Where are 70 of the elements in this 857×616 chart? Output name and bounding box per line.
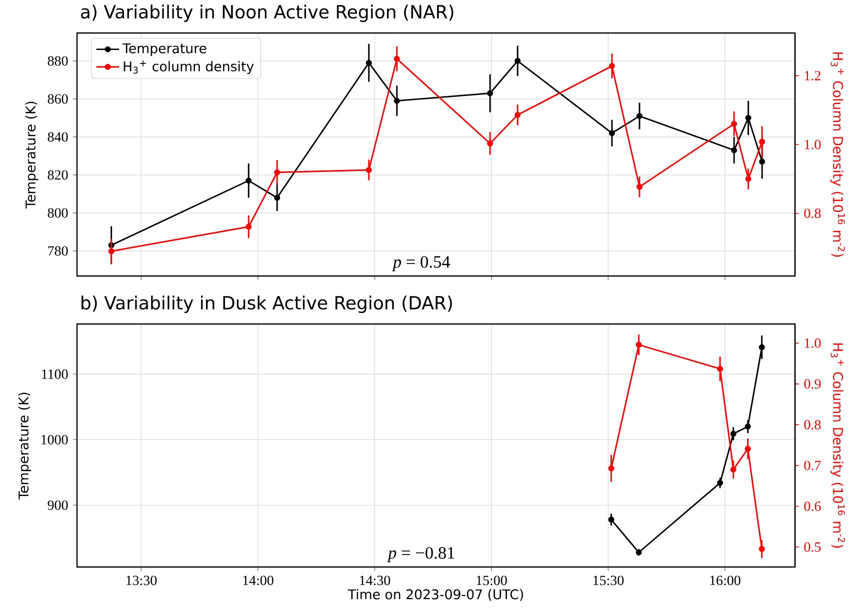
point <box>759 138 766 145</box>
y2-axis-title: H$_{3}$$^{+}$ Column Density (10$^{16}$ m$^{-2}$) <box>830 343 845 548</box>
annotation: p = 0.54 <box>392 256 450 272</box>
y2-tick-label: 0.7 <box>804 460 821 470</box>
point <box>636 113 642 120</box>
point <box>636 184 642 190</box>
point <box>608 130 615 136</box>
y2-tick-label: 1.2 <box>804 70 820 80</box>
point <box>745 114 752 121</box>
x-tick-label: 16:00 <box>710 576 740 586</box>
y2-tick-label: 0.5 <box>804 542 821 552</box>
point <box>487 140 494 146</box>
point <box>731 147 738 154</box>
x-tick-label: 15:30 <box>593 576 624 586</box>
y2-tick-label: 0.8 <box>804 420 821 430</box>
point <box>758 344 765 350</box>
point <box>487 90 494 96</box>
point <box>608 516 614 523</box>
point <box>745 176 752 182</box>
y-tick-label: 800 <box>48 208 68 218</box>
y2-tick-label: 1.0 <box>804 140 821 150</box>
point <box>394 98 400 104</box>
point <box>366 166 372 173</box>
y2-axis-title: H$_{3}$$^{+}$ Column Density (10$^{16}$ m$^{-2}$) <box>830 52 845 257</box>
y-tick-label: 900 <box>48 500 68 510</box>
point <box>744 446 751 452</box>
point <box>246 178 252 184</box>
chart-title: b) Variability in Dusk Active Region (DAR) <box>82 296 452 314</box>
point <box>758 546 765 552</box>
point <box>636 342 642 348</box>
x-tick-label: 15:00 <box>476 576 507 586</box>
point <box>246 224 252 230</box>
y-tick-label: 780 <box>48 246 68 256</box>
point <box>514 58 521 64</box>
y2-tick-label: 1.0 <box>804 338 821 348</box>
y-tick-label: 840 <box>48 132 68 142</box>
chart-title: a) Variability in Noon Active Region (NAR) <box>81 4 454 22</box>
point <box>514 112 521 118</box>
y-tick-label: 1100 <box>42 369 68 379</box>
point <box>394 56 400 62</box>
y2-tick-label: 0.8 <box>804 208 821 218</box>
y2-tick-label: 0.6 <box>804 501 821 511</box>
x-tick-label: 13:30 <box>126 576 157 586</box>
y-tick-label: 860 <box>48 94 68 104</box>
legend-label: Temperature <box>122 43 206 56</box>
legend-label: H$_{3}$$^{+}$ column density <box>124 60 254 74</box>
point <box>636 549 642 556</box>
point <box>731 120 738 127</box>
y-axis-title: Temperature (K) <box>25 102 38 208</box>
point <box>717 366 724 372</box>
x-tick-label: 14:30 <box>360 576 390 586</box>
y-axis-title: Temperature (K) <box>18 392 32 500</box>
y-tick-label: 880 <box>48 56 68 66</box>
point <box>274 169 280 176</box>
point <box>717 480 724 486</box>
point <box>744 424 751 430</box>
point <box>759 158 766 165</box>
y-tick-label: 1000 <box>42 434 68 444</box>
point <box>366 60 372 66</box>
point <box>608 63 615 70</box>
y-tick-label: 820 <box>48 170 68 180</box>
x-axis-title: Time on 2023-09-07 (UTC) <box>348 589 523 601</box>
point <box>730 430 736 437</box>
annotation: p = −0.81 <box>387 547 454 562</box>
y2-tick-label: 0.9 <box>804 379 821 389</box>
point <box>274 194 280 201</box>
x-tick-label: 14:00 <box>243 576 274 586</box>
point <box>608 465 614 472</box>
point <box>730 466 736 473</box>
point <box>108 248 114 254</box>
